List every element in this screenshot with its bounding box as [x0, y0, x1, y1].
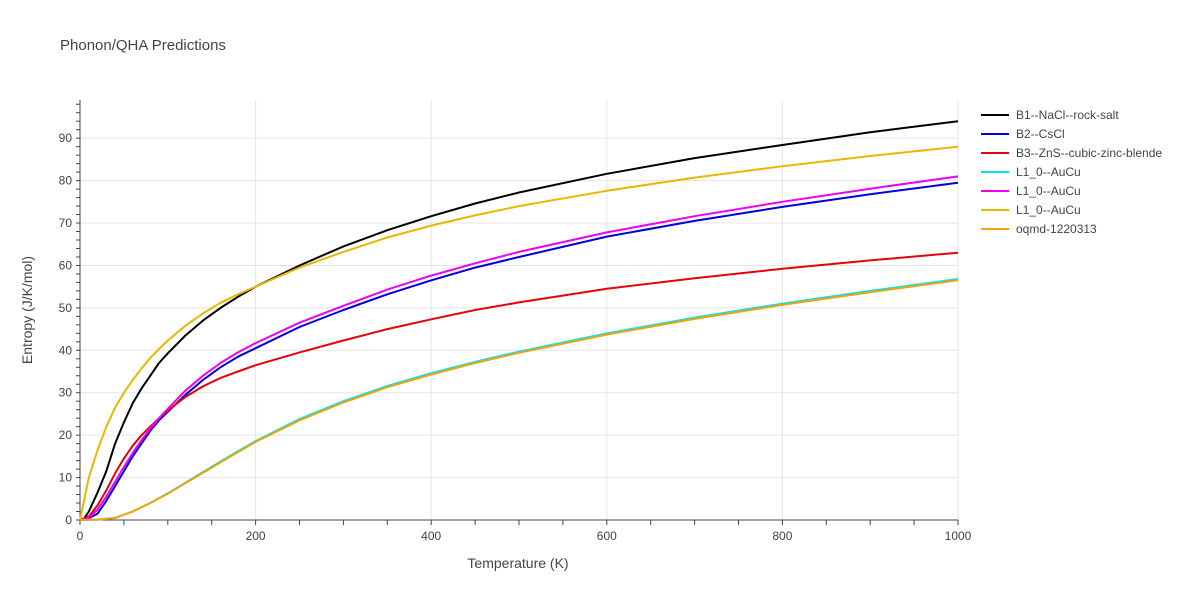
y-tick-label: 50: [59, 301, 73, 315]
legend[interactable]: B1--NaCl--rock-salt B2--CsCl B3--ZnS--cubi…: [981, 108, 1162, 236]
x-axis-title: Temperature (K): [467, 555, 568, 571]
chart-title: Phonon/QHA Predictions: [60, 37, 226, 54]
y-tick-label: 10: [59, 471, 73, 485]
legend-item[interactable]: L1_0--AuCu: [981, 184, 1081, 198]
legend-item[interactable]: L1_0--AuCu: [981, 165, 1081, 179]
x-tick-label: 800: [772, 529, 792, 543]
legend-label: L1_0--AuCu: [1016, 184, 1081, 198]
y-tick-label: 60: [59, 258, 73, 272]
legend-item[interactable]: oqmd-1220313: [981, 222, 1097, 236]
series-line-1[interactable]: [79, 181, 959, 521]
x-tick-label: 1000: [945, 529, 972, 543]
grid: [80, 100, 959, 520]
legend-label: B1--NaCl--rock-salt: [1016, 108, 1119, 122]
y-tick-label: 80: [59, 174, 73, 188]
legend-item[interactable]: L1_0--AuCu: [981, 203, 1081, 217]
series-line-6[interactable]: [79, 279, 959, 521]
legend-item[interactable]: B1--NaCl--rock-salt: [981, 108, 1119, 122]
y-tick-label: 40: [59, 343, 73, 357]
y-axis-title: Entropy (J/K/mol): [19, 256, 35, 364]
legend-label: oqmd-1220313: [1016, 222, 1097, 236]
y-tick-label: 0: [65, 513, 72, 527]
series-line-2[interactable]: [79, 251, 959, 521]
series-lines: [79, 120, 959, 521]
y-tick-label: 20: [59, 428, 73, 442]
legend-label: B3--ZnS--cubic-zinc-blende: [1016, 146, 1162, 160]
legend-label: L1_0--AuCu: [1016, 203, 1081, 217]
series-line-4[interactable]: [79, 175, 959, 521]
x-tick-label: 200: [246, 529, 266, 543]
x-tick-label: 0: [77, 529, 84, 543]
x-tick-label: 600: [597, 529, 617, 543]
legend-label: B2--CsCl: [1016, 127, 1065, 141]
y-tick-label: 70: [59, 216, 73, 230]
series-line-0[interactable]: [79, 120, 959, 521]
legend-label: L1_0--AuCu: [1016, 165, 1081, 179]
series-line-5[interactable]: [79, 145, 959, 521]
y-tick-label: 30: [59, 386, 73, 400]
axes: 0 200 400 600 800 1000 0 10 20 30 40 50 60 70 80 90: [59, 100, 972, 543]
y-tick-label: 90: [59, 131, 73, 145]
legend-item[interactable]: B2--CsCl: [981, 127, 1065, 141]
x-tick-label: 400: [421, 529, 441, 543]
legend-item[interactable]: B3--ZnS--cubic-zinc-blende: [981, 146, 1162, 160]
